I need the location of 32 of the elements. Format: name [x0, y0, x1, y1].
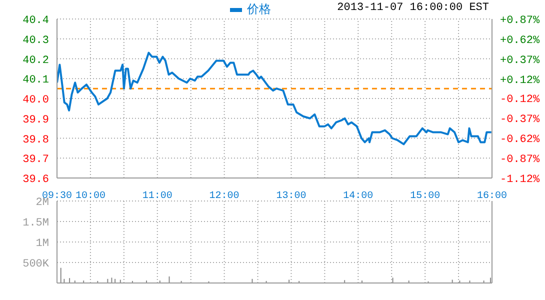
y-tick-label: 39.7 [22, 154, 49, 166]
y-tick-label: 40.1 [22, 74, 50, 87]
y-tick-label: 40.3 [22, 34, 49, 47]
x-tick-label: 14:00 [343, 191, 374, 202]
y-tick-label: 40.2 [22, 54, 49, 67]
y-tick-label: 40.0 [22, 94, 49, 106]
y-tick-label: 40.4 [22, 15, 50, 27]
y-tick-label: 2M [36, 197, 49, 209]
legend-label: 价格 [247, 2, 271, 18]
chart-subtitle: 2013-11-07 16:00:00 EST [337, 2, 489, 14]
y2-tick-label: +0.12% [500, 74, 540, 87]
y-tick-label: 39.6 [22, 174, 49, 186]
y-tick-label: 39.8 [22, 134, 49, 146]
y2-tick-label: +0.62% [500, 34, 540, 47]
y-tick-label: 1M [36, 238, 49, 250]
y2-tick-label: -0.37% [500, 114, 540, 126]
y-tick-label: 500K [22, 258, 50, 270]
x-tick-label: 16:00 [476, 191, 508, 202]
y2-tick-label: -0.87% [500, 154, 540, 166]
x-tick-label: 15:00 [410, 191, 440, 202]
line-series [57, 52, 492, 146]
y2-tick-label: -1.12% [500, 174, 540, 186]
y2-tick-label: +0.87% [500, 15, 540, 27]
x-tick-label: 13:00 [276, 191, 306, 202]
y2-tick-label: -0.62% [500, 134, 540, 146]
x-tick-label: 11:00 [142, 191, 172, 202]
y-tick-label: 39.9 [22, 114, 49, 126]
y-tick-label: 1.5M [22, 218, 49, 230]
x-tick-label: 10:00 [75, 191, 106, 202]
x-tick-label: 12:00 [209, 191, 240, 202]
y2-tick-label: +0.37% [500, 54, 540, 67]
y2-tick-label: -0.12% [500, 94, 540, 106]
